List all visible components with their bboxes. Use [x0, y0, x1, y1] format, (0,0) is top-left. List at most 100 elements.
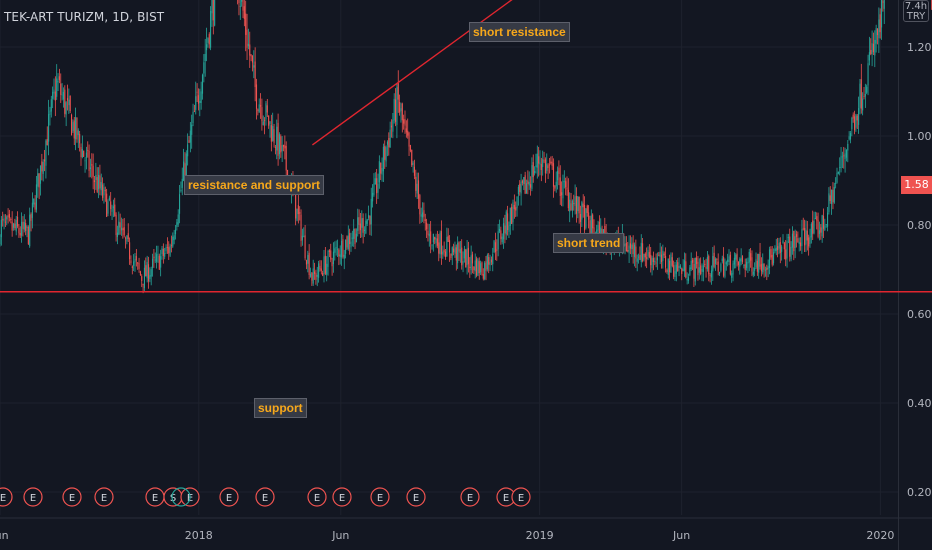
candle-body [638, 256, 640, 258]
candle-body [628, 245, 630, 254]
earnings-event-icon[interactable]: E [145, 487, 165, 507]
trend-drawings[interactable] [0, 0, 932, 293]
candle-body [624, 243, 626, 246]
candle-body [314, 271, 316, 274]
candle-body [532, 162, 534, 178]
candle-body [285, 146, 287, 171]
candle-body [470, 255, 472, 271]
candle-body [714, 258, 717, 264]
candle-body [277, 122, 279, 156]
candle-body [687, 277, 690, 281]
candle-body [71, 114, 73, 136]
candle-body [212, 0, 214, 21]
candle-body [787, 237, 789, 238]
annotation-short-trend[interactable]: short trend [553, 233, 625, 253]
earnings-event-icon[interactable]: E [62, 487, 82, 507]
candle-body [524, 175, 526, 194]
candle-body [346, 236, 348, 248]
candle-body [652, 258, 654, 263]
candle-body [278, 134, 280, 155]
candle-body [165, 247, 167, 252]
candle-body [390, 125, 393, 128]
candle-body [332, 251, 334, 265]
candle-body [10, 219, 12, 221]
candle-body [577, 196, 579, 212]
candle-body [369, 215, 371, 225]
candle-body [161, 248, 163, 255]
candle-body [689, 267, 691, 275]
drawing-short-resistance[interactable] [311, 0, 932, 146]
candle-body [520, 181, 522, 194]
candle-body [403, 119, 405, 124]
candle-body [246, 29, 248, 48]
earnings-event-icon[interactable]: E [307, 487, 327, 507]
annotation-short-resistance[interactable]: short resistance [469, 22, 570, 42]
candle-body [122, 228, 124, 231]
candle-body [214, 0, 216, 26]
candle-body [871, 43, 873, 55]
candle-body [181, 178, 183, 188]
price-tick-label: 0.60 [907, 308, 932, 321]
candle-body [416, 183, 418, 194]
candle-body [746, 261, 748, 268]
candle-body [835, 183, 837, 185]
candle-body [193, 111, 195, 113]
annotation-resistance-support[interactable]: resistance and support [184, 175, 325, 195]
candle-body [763, 263, 765, 270]
earnings-event-icon[interactable]: E [370, 487, 390, 507]
candle-body [57, 80, 59, 83]
candle-body [755, 259, 757, 268]
event-marker-circle [307, 487, 327, 507]
candle-body [494, 242, 496, 253]
earnings-event-icon[interactable]: E [511, 487, 531, 507]
candle-body [766, 267, 768, 270]
stock-split-event-icon[interactable]: S [163, 487, 183, 507]
candle-body [570, 203, 572, 211]
candle-body [363, 229, 366, 232]
currency-badge[interactable]: 7.4h TRY [903, 0, 929, 22]
candle-body [185, 153, 187, 179]
earnings-event-icon[interactable]: E [94, 487, 114, 507]
candle-body [204, 53, 206, 61]
candle-body [431, 245, 433, 247]
candle-body [490, 259, 492, 263]
candle-body [658, 254, 660, 256]
candle-body [137, 262, 139, 264]
earnings-event-icon[interactable]: E [23, 487, 43, 507]
annotation-support[interactable]: support [254, 398, 307, 418]
candle-body [501, 236, 503, 243]
candle-body [134, 259, 136, 263]
candle-body [434, 237, 436, 240]
candle-body [422, 212, 424, 218]
currency-top: 7.4h [904, 1, 928, 12]
price-axis[interactable]: 2.202.001.801.601.401.201.000.800.600.40… [907, 0, 932, 499]
event-marker-circle [406, 487, 426, 507]
candle-body [791, 233, 793, 248]
candle-body [81, 148, 83, 158]
earnings-event-icon[interactable]: E [255, 487, 275, 507]
event-marker-circle [511, 487, 531, 507]
candle-body [800, 242, 802, 247]
candle-body [389, 129, 391, 148]
candle-body [118, 221, 120, 235]
candle-body [466, 248, 468, 266]
candle-body [762, 263, 764, 273]
candle-body [692, 259, 694, 263]
candle-body [44, 159, 46, 162]
earnings-event-icon[interactable]: E [460, 487, 480, 507]
candle-body [860, 79, 862, 109]
earnings-event-icon[interactable]: E [332, 487, 352, 507]
candle-body [640, 242, 642, 263]
candle-body [102, 184, 104, 198]
candle-body [527, 180, 529, 184]
candle-body [789, 236, 791, 257]
time-axis[interactable]: Jun2018Jun2019Jun2020Jun2021Jun2022Jun [0, 529, 932, 542]
earnings-event-icon[interactable]: E [219, 487, 239, 507]
earnings-event-icon[interactable]: E [0, 487, 13, 507]
candle-body [473, 266, 475, 271]
earnings-event-icon[interactable]: E [406, 487, 426, 507]
candle-body [467, 247, 469, 265]
